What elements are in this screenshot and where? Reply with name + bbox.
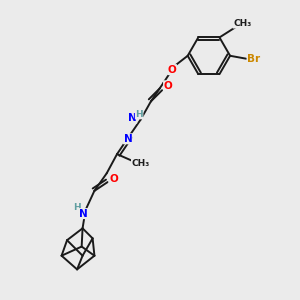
Text: CH₃: CH₃ [233,19,251,28]
Text: H: H [135,110,143,119]
Text: H: H [74,203,81,212]
Text: O: O [164,81,172,91]
Text: N: N [124,134,132,144]
Text: CH₃: CH₃ [131,159,150,168]
Text: N: N [79,208,88,219]
Text: O: O [168,64,176,75]
Text: Br: Br [247,54,260,64]
Text: N: N [128,113,137,123]
Text: O: O [109,174,118,184]
